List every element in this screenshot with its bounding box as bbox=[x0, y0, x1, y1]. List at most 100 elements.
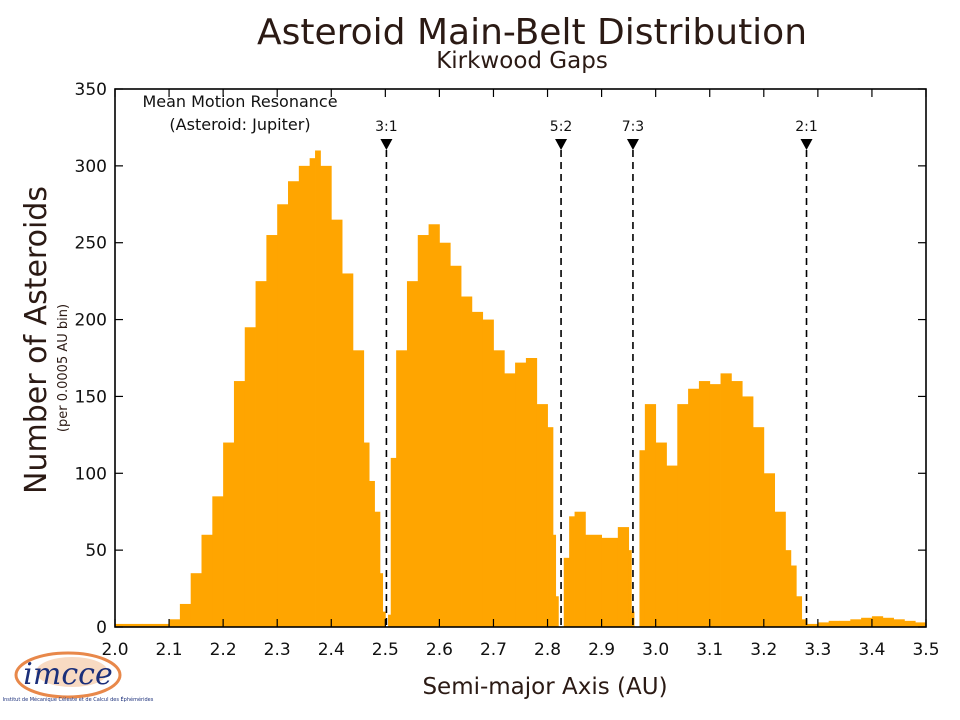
histogram-bar bbox=[233, 381, 246, 627]
histogram-bar bbox=[439, 242, 451, 627]
histogram-bar bbox=[585, 534, 602, 627]
y-tick-label: 300 bbox=[75, 157, 107, 177]
histogram-bar bbox=[536, 404, 548, 627]
histogram-bar bbox=[223, 442, 235, 627]
x-tick-label: 2.5 bbox=[372, 640, 399, 660]
y-tick-label: 350 bbox=[75, 80, 107, 100]
x-tick-label: 2.2 bbox=[210, 640, 237, 660]
y-axis-label: Number of Asteroids bbox=[19, 186, 54, 494]
histogram-bar bbox=[428, 224, 440, 628]
histogram-bar bbox=[115, 623, 143, 627]
histogram-bar bbox=[396, 350, 408, 627]
histogram-bar bbox=[363, 442, 370, 627]
y-tick-label: 200 bbox=[75, 311, 107, 331]
histogram-bar bbox=[807, 623, 819, 627]
histogram-bar bbox=[644, 404, 657, 627]
histogram-bar bbox=[390, 457, 397, 627]
histogram-bar bbox=[796, 596, 803, 627]
histogram-bar bbox=[547, 427, 554, 627]
histogram-bar bbox=[850, 619, 862, 627]
histogram-bar bbox=[655, 442, 667, 627]
histogram-bar bbox=[601, 537, 619, 627]
resonance-marker-icon bbox=[800, 139, 813, 150]
histogram-bar bbox=[309, 158, 316, 627]
logo-text: imcce bbox=[23, 657, 112, 692]
resonance-marker-icon bbox=[380, 139, 393, 150]
histogram-bar bbox=[871, 616, 884, 627]
histogram-bar bbox=[817, 622, 830, 627]
resonance-label: 5:2 bbox=[550, 119, 573, 135]
plot-frame bbox=[114, 88, 927, 628]
histogram-bar bbox=[482, 319, 494, 627]
histogram-bar bbox=[563, 557, 570, 627]
histogram-bar bbox=[515, 362, 527, 627]
x-tick-label: 2.1 bbox=[156, 640, 183, 660]
histogram-bar bbox=[861, 617, 873, 627]
chart-subtitle: Kirkwood Gaps bbox=[436, 48, 608, 74]
axis-ticks: 2.0 2.1 2.2 2.3 2.4 2.5 2.6 2.7 2.8 2.9 3.0 3.1 3.2 3… bbox=[75, 80, 940, 660]
histogram-bar bbox=[315, 150, 321, 627]
histogram-bar bbox=[352, 350, 365, 627]
histogram-bar bbox=[201, 534, 213, 627]
x-tick-label: 3.2 bbox=[750, 640, 777, 660]
histogram-bar bbox=[617, 527, 630, 627]
histogram-bar bbox=[382, 611, 386, 627]
histogram-bar bbox=[828, 620, 840, 627]
x-axis-label: Semi-major Axis (AU) bbox=[422, 674, 667, 700]
histogram-bar bbox=[266, 235, 278, 627]
histogram-bar bbox=[666, 465, 678, 627]
x-tick-label: 2.0 bbox=[101, 640, 128, 660]
histogram-bar bbox=[417, 235, 429, 627]
chart-title: Asteroid Main-Belt Distribution bbox=[257, 12, 807, 53]
y-tick-label: 150 bbox=[75, 387, 107, 407]
logo-subtext: Institut de Mécanique Céleste et de Calc… bbox=[3, 695, 154, 703]
resonance-label: 7:3 bbox=[622, 119, 645, 135]
x-tick-label: 2.9 bbox=[588, 640, 615, 660]
histogram-bar bbox=[569, 516, 575, 627]
histogram-bar bbox=[904, 620, 916, 627]
histogram-bar bbox=[179, 603, 192, 627]
x-tick-label: 3.1 bbox=[696, 640, 723, 660]
x-tick-label: 3.0 bbox=[642, 640, 669, 660]
x-tick-label: 2.4 bbox=[318, 640, 345, 660]
histogram-bar bbox=[379, 573, 384, 627]
histogram-bar bbox=[915, 622, 927, 627]
annotation-line-2: (Asteroid: Jupiter) bbox=[169, 115, 310, 134]
histogram-bar bbox=[298, 165, 311, 627]
histogram-bar bbox=[731, 381, 743, 627]
histogram-bar bbox=[190, 573, 202, 627]
y-axis-sublabel: (per 0.0005 AU bin) bbox=[56, 304, 71, 432]
histogram-bar bbox=[342, 273, 354, 627]
histogram-bar bbox=[893, 619, 905, 627]
histogram-bar bbox=[277, 204, 289, 628]
histogram-bar bbox=[331, 219, 343, 627]
histogram-bar bbox=[555, 596, 559, 627]
histogram-bar bbox=[471, 311, 484, 627]
histogram-bar bbox=[244, 327, 256, 627]
x-tick-label: 3.5 bbox=[912, 640, 939, 660]
histogram-bar bbox=[574, 511, 586, 627]
histogram-bar bbox=[374, 511, 381, 627]
histogram-bar bbox=[288, 181, 300, 627]
x-tick-label: 2.6 bbox=[426, 640, 453, 660]
logo-planet-icon bbox=[36, 657, 108, 687]
imcce-logo: imcce Institut de Mécanique Céleste et d… bbox=[3, 651, 154, 703]
histogram-bar bbox=[839, 620, 851, 627]
histogram-bar bbox=[406, 281, 419, 627]
histogram-bar bbox=[785, 550, 792, 627]
resonance-label: 3:1 bbox=[375, 119, 398, 135]
x-tick-label: 3.4 bbox=[858, 640, 885, 660]
resonance-marker-icon bbox=[555, 139, 568, 150]
histogram-bar bbox=[709, 384, 721, 627]
histogram-bar bbox=[525, 358, 538, 627]
annotation-line-1: Mean Motion Resonance bbox=[142, 92, 337, 111]
resonance-label: 2:1 bbox=[795, 119, 818, 135]
histogram-bar bbox=[320, 165, 332, 627]
histogram-bar bbox=[774, 511, 786, 627]
histogram-bar bbox=[801, 619, 808, 627]
histogram-bar bbox=[628, 550, 632, 627]
histogram-bar bbox=[212, 496, 224, 627]
histogram-bar bbox=[450, 265, 462, 627]
resonance-markers: 3:1 5:2 7:3 2:1 bbox=[375, 119, 818, 627]
